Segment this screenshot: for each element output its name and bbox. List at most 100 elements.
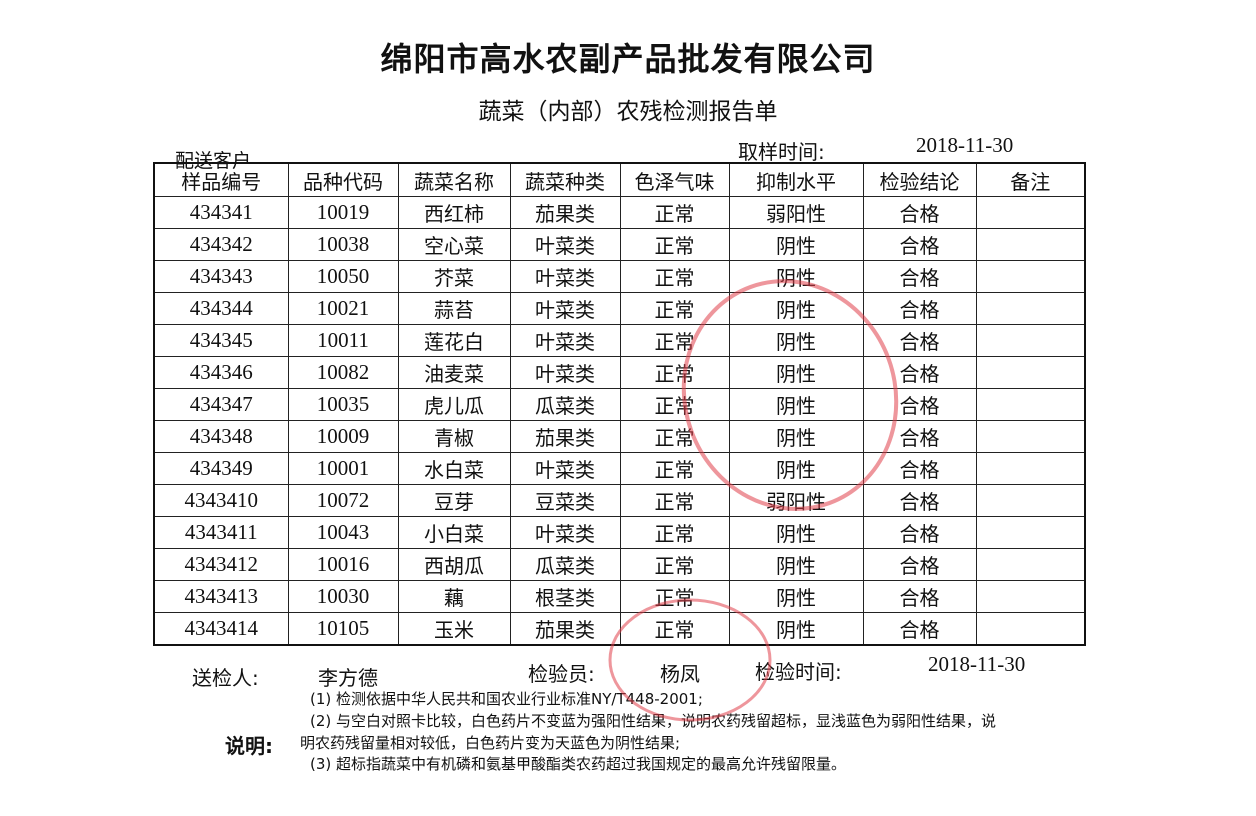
table-row: 4343413 10030 藕根茎类 正常 阴性 合格 <box>153 580 1086 613</box>
table-cell: 10009 <box>287 420 399 453</box>
table-cell: 玉米 <box>397 612 511 646</box>
table-cell: 10030 <box>287 580 399 613</box>
table-cell <box>975 484 1086 517</box>
table-cell <box>975 292 1086 325</box>
table-cell: 瓜菜类 <box>509 388 621 421</box>
table-cell: 叶菜类 <box>509 228 621 261</box>
inspector-name: 杨凤 <box>660 662 700 686</box>
table-cell: 4343411 <box>153 516 289 549</box>
table-cell <box>975 388 1086 421</box>
company-title: 绵阳市高水农副产品批发有限公司 <box>380 40 876 78</box>
table-cell: 豆芽 <box>397 484 511 517</box>
table-cell: 正常 <box>619 324 730 357</box>
column-header: 检验结论 <box>862 162 977 197</box>
table-cell: 434347 <box>153 388 289 421</box>
table-cell: 芥菜 <box>397 260 511 293</box>
note-line-4: (3) 超标指蔬菜中有机磷和氨基甲酸酯类农药超过我国规定的最高允许残留限量。 <box>310 755 847 773</box>
table-cell: 水白菜 <box>397 452 511 485</box>
column-header: 蔬菜种类 <box>509 162 621 197</box>
table-cell: 阴性 <box>728 324 864 357</box>
table-row: 434344 10021 蒜苔 叶菜类 正常 阴性 合格 <box>153 292 1086 325</box>
table-cell: 合格 <box>862 612 977 646</box>
column-header: 蔬菜名称 <box>397 162 511 197</box>
table-cell: 合格 <box>862 484 977 517</box>
table-cell <box>975 356 1086 389</box>
column-header: 品种代码 <box>287 162 399 197</box>
table-cell: 茄果类 <box>509 196 621 229</box>
table-cell <box>975 516 1086 549</box>
table-cell: 青椒 <box>397 420 511 453</box>
table-cell <box>975 452 1086 485</box>
table-cell: 合格 <box>862 548 977 581</box>
table-cell: 合格 <box>862 260 977 293</box>
table-cell: 阴性 <box>728 548 864 581</box>
table-cell: 10072 <box>287 484 399 517</box>
inspection-time-value: 2018-11-30 <box>928 652 1026 676</box>
column-header: 色泽气味 <box>619 162 730 197</box>
notes-label: 说明: <box>225 734 273 758</box>
table-cell: 10001 <box>287 452 399 485</box>
table-cell: 小白菜 <box>397 516 511 549</box>
table-cell: 茄果类 <box>509 420 621 453</box>
table-row: 4343412 10016 西胡瓜 瓜菜类 正常 阴性 合格 <box>153 548 1086 581</box>
table-cell: 正常 <box>619 356 730 389</box>
table-cell: 合格 <box>862 196 977 229</box>
table-cell: 叶菜类 <box>509 324 621 357</box>
table-cell: 阴性 <box>728 260 864 293</box>
table-cell: 10016 <box>287 548 399 581</box>
table-cell: 正常 <box>619 580 730 613</box>
table-cell: 合格 <box>862 516 977 549</box>
table-cell <box>975 196 1086 229</box>
table-cell: 434346 <box>153 356 289 389</box>
table-cell: 正常 <box>619 484 730 517</box>
table-row: 4343414 10105 玉米 茄果类 正常 阴性 合格 <box>153 612 1086 646</box>
table-cell: 叶菜类 <box>509 452 621 485</box>
table-row: 4343410 10072 豆芽 豆菜类 正常 弱阳性 合格 <box>153 484 1086 517</box>
table-cell: 阴性 <box>728 388 864 421</box>
note-line-2: (2) 与空白对照卡比较，白色药片不变蓝为强阳性结果，说明农药残留超标，显浅蓝色… <box>310 712 997 730</box>
table-cell: 4343410 <box>153 484 289 517</box>
table-cell <box>975 548 1086 581</box>
table-cell: 莲花白 <box>397 324 511 357</box>
table-cell: 正常 <box>619 196 730 229</box>
column-header: 备注 <box>975 162 1086 197</box>
table-cell: 叶菜类 <box>509 260 621 293</box>
table-cell: 正常 <box>619 388 730 421</box>
table-cell: 合格 <box>862 356 977 389</box>
table-cell: 阴性 <box>728 356 864 389</box>
table-cell: 弱阳性 <box>728 196 864 229</box>
note-line-3: 明农药残留量相对较低，白色药片变为天蓝色为阴性结果; <box>300 734 681 752</box>
table-cell: 正常 <box>619 228 730 261</box>
table-cell: 10011 <box>287 324 399 357</box>
table-cell: 空心菜 <box>397 228 511 261</box>
note-line-1: (1) 检测依据中华人民共和国农业行业标准NY/T448-2001; <box>310 690 703 708</box>
table-cell: 阴性 <box>728 516 864 549</box>
table-cell <box>975 228 1086 261</box>
table-row: 434346 10082 油麦菜 叶菜类 正常 阴性 合格 <box>153 356 1086 389</box>
table-cell <box>975 580 1086 613</box>
table-row: 434341 10019 西红柿 茄果类 正常 弱阳性 合格 <box>153 196 1086 229</box>
table-cell: 油麦菜 <box>397 356 511 389</box>
table-cell: 434343 <box>153 260 289 293</box>
table-cell: 阴性 <box>728 452 864 485</box>
table-cell: 合格 <box>862 388 977 421</box>
table-cell: 阴性 <box>728 612 864 646</box>
table-row: 434347 10035 虎儿瓜 瓜菜类 正常 阴性 合格 <box>153 388 1086 421</box>
table-cell: 4343412 <box>153 548 289 581</box>
table-cell: 弱阳性 <box>728 484 864 517</box>
table-cell: 10019 <box>287 196 399 229</box>
table-cell: 叶菜类 <box>509 292 621 325</box>
table-row: 434342 10038 空心菜 叶菜类 正常 阴性 合格 <box>153 228 1086 261</box>
table-cell: 10050 <box>287 260 399 293</box>
table-cell: 阴性 <box>728 420 864 453</box>
table-cell: 虎儿瓜 <box>397 388 511 421</box>
table-cell: 阴性 <box>728 580 864 613</box>
table-cell: 10021 <box>287 292 399 325</box>
table-row: 434349 10001 水白菜 叶菜类 正常 阴性 合格 <box>153 452 1086 485</box>
table-cell: 瓜菜类 <box>509 548 621 581</box>
table-cell: 西红柿 <box>397 196 511 229</box>
table-cell: 合格 <box>862 228 977 261</box>
submitter-name: 李方德 <box>318 666 378 690</box>
inspector-label: 检验员: <box>528 662 595 686</box>
table-cell: 正常 <box>619 292 730 325</box>
